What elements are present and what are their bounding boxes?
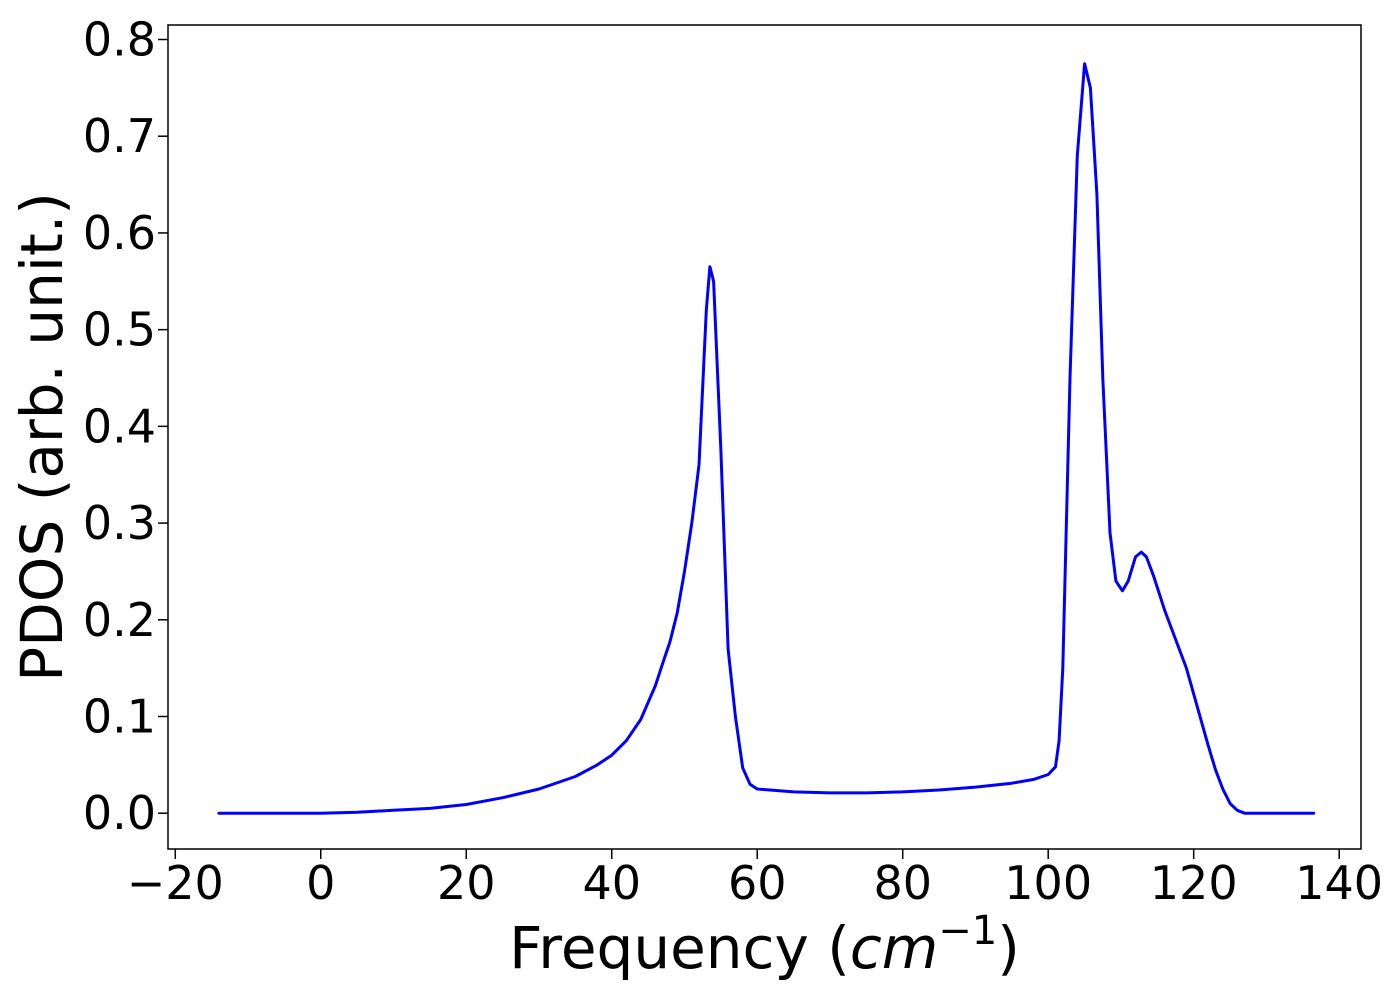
- y-axis: 0.0 0.1 0.2 0.3 0.4 0.5 0.6 0.7 0.8: [83, 13, 168, 840]
- x-axis-unit-open-paren: (: [809, 914, 850, 982]
- x-axis-title-text: Frequency: [509, 914, 809, 982]
- y-tick-label: 0.8: [83, 13, 156, 67]
- x-axis-title: Frequency (cm−1): [509, 908, 1020, 982]
- y-tick-label: 0.4: [83, 399, 156, 453]
- x-tick-label: −20: [127, 856, 224, 910]
- y-tick-label: 0.0: [83, 786, 156, 840]
- x-tick-label: 120: [1150, 856, 1238, 910]
- x-tick-label: 0: [306, 856, 335, 910]
- y-tick-label: 0.5: [83, 303, 156, 357]
- x-tick-label: 80: [873, 856, 932, 910]
- y-tick-label: 0.6: [83, 206, 156, 260]
- x-tick-label: 100: [1004, 856, 1092, 910]
- x-tick-label: 20: [437, 856, 496, 910]
- pdos-series-line: [217, 62, 1316, 815]
- x-tick-label: 40: [582, 856, 641, 910]
- series-layer: [217, 62, 1316, 815]
- y-tick-label: 0.2: [83, 593, 156, 647]
- x-axis-unit-exponent: −1: [938, 908, 997, 954]
- plot-background: [168, 25, 1361, 849]
- x-tick-label: 140: [1295, 856, 1383, 910]
- x-axis-unit-base: cm: [850, 914, 938, 982]
- y-axis-title: PDOS (arb. unit.): [8, 192, 76, 682]
- y-tick-label: 0.1: [83, 690, 156, 744]
- x-axis: −20 0 20 40 60 80 100 120 140: [127, 849, 1383, 910]
- plot-frame: [167, 24, 1362, 850]
- y-tick-label: 0.7: [83, 109, 156, 163]
- x-axis-unit-close-paren: ): [997, 914, 1020, 982]
- y-tick-label: 0.3: [83, 496, 156, 550]
- x-tick-label: 60: [728, 856, 787, 910]
